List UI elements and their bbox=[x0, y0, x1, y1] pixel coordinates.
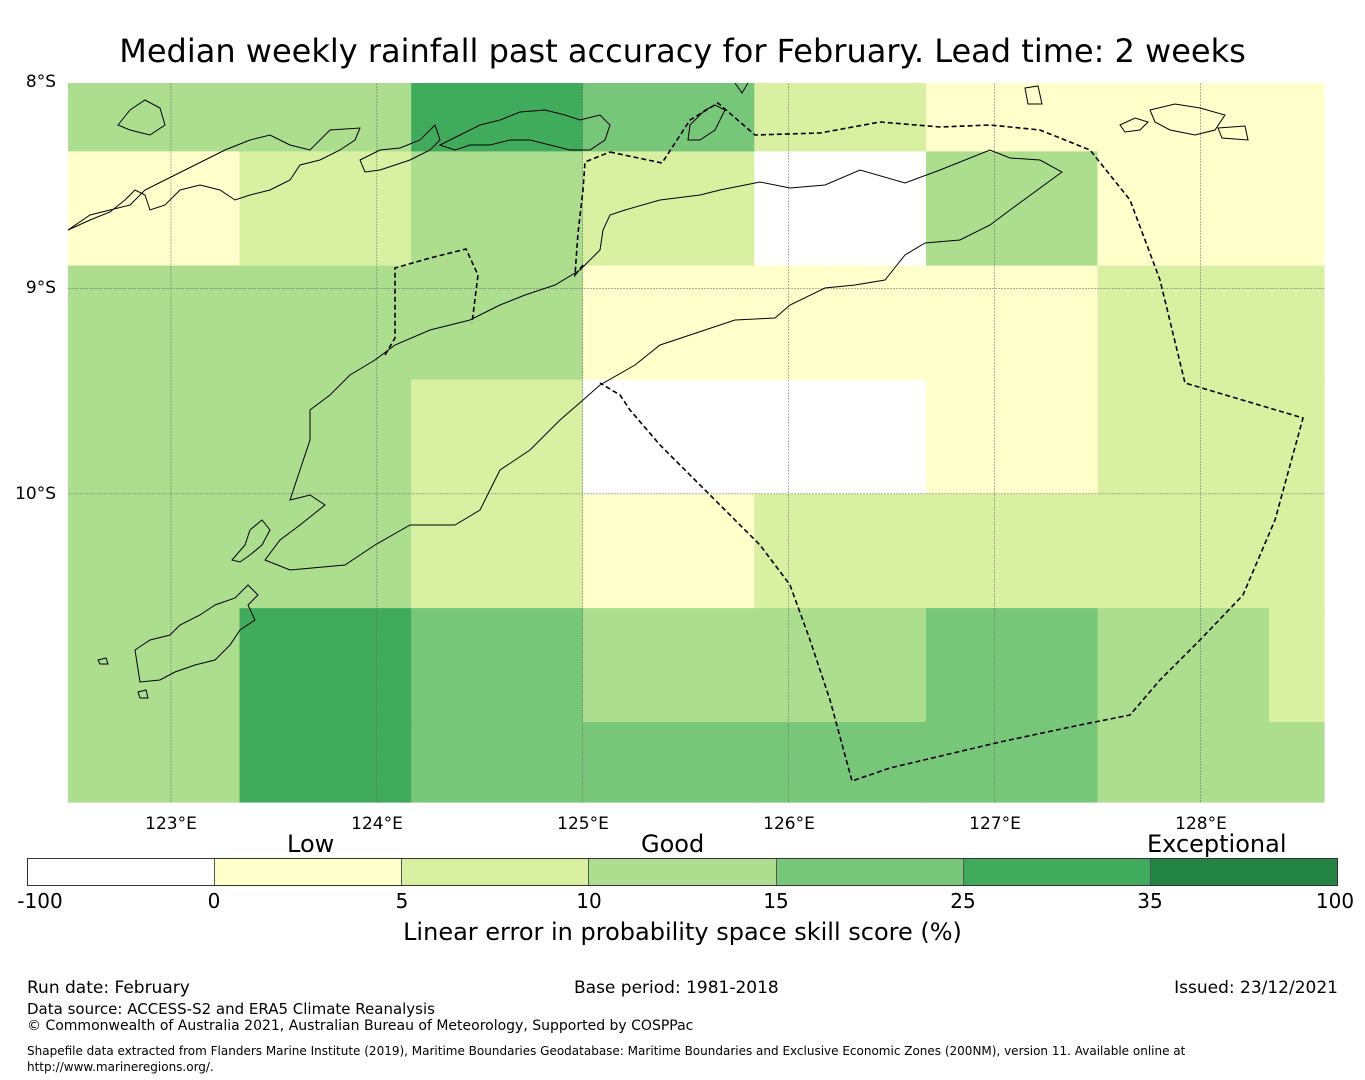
skill-cell bbox=[1269, 608, 1325, 723]
lon-label-127e: 127°E bbox=[969, 814, 1021, 834]
skill-cell bbox=[239, 151, 412, 267]
skill-cell bbox=[1097, 722, 1270, 803]
skill-cell bbox=[411, 608, 584, 723]
colorbar-segment bbox=[963, 859, 1151, 885]
skill-cell bbox=[411, 151, 584, 267]
skill-cell bbox=[754, 493, 927, 609]
lat-label-8s: 8°S bbox=[25, 72, 56, 92]
tick-label: 0 bbox=[207, 889, 221, 913]
skill-cell bbox=[926, 722, 1099, 803]
skill-cell bbox=[68, 493, 241, 609]
colorbar-segment bbox=[1150, 859, 1337, 885]
skill-cell bbox=[411, 379, 584, 495]
chart-title: Median weekly rainfall past accuracy for… bbox=[119, 32, 1246, 70]
skill-cell bbox=[1269, 722, 1325, 803]
category-exceptional: Exceptional bbox=[1147, 830, 1287, 858]
skill-cell bbox=[1097, 608, 1270, 723]
skill-cell bbox=[582, 608, 755, 723]
lon-label-128e: 128°E bbox=[1175, 814, 1227, 834]
timor-coastline bbox=[264, 149, 1063, 571]
skill-cell bbox=[926, 83, 1099, 152]
skill-cell bbox=[68, 379, 241, 495]
skill-cell bbox=[582, 722, 755, 803]
skill-cell bbox=[754, 265, 927, 381]
skill-cell bbox=[411, 265, 584, 381]
colorbar-segment bbox=[28, 859, 216, 885]
tick-label: 15 bbox=[763, 889, 789, 913]
northern-islands-coastline bbox=[67, 82, 1249, 231]
eez-boundary bbox=[384, 102, 1304, 783]
skill-cell bbox=[754, 83, 927, 152]
skill-cell bbox=[411, 83, 584, 152]
skill-cell bbox=[1097, 493, 1270, 609]
skill-cell bbox=[239, 722, 412, 803]
colorbar-segment bbox=[776, 859, 964, 885]
skill-grid bbox=[68, 83, 1325, 803]
skill-cell bbox=[239, 265, 412, 381]
skill-cell bbox=[239, 83, 412, 152]
colorbar-segment bbox=[589, 859, 777, 885]
skill-cell bbox=[1097, 379, 1270, 495]
colorbar bbox=[27, 858, 1338, 886]
base-period: Base period: 1981-2018 bbox=[574, 978, 779, 998]
skill-cell bbox=[582, 151, 755, 267]
lon-label-123e: 123°E bbox=[145, 814, 197, 834]
colorbar-segment bbox=[402, 859, 590, 885]
data-source: Data source: ACCESS-S2 and ERA5 Climate … bbox=[27, 1000, 435, 1018]
skill-cell bbox=[239, 493, 412, 609]
skill-cell bbox=[68, 83, 241, 152]
lon-label-124e: 124°E bbox=[351, 814, 403, 834]
copyright: © Commonwealth of Australia 2021, Austra… bbox=[27, 1018, 694, 1034]
skill-cell bbox=[754, 151, 927, 267]
graticule bbox=[68, 83, 1324, 802]
skill-cell bbox=[411, 493, 584, 609]
lat-label-9s: 9°S bbox=[25, 278, 56, 298]
skill-cell bbox=[1269, 151, 1325, 267]
skill-cell bbox=[926, 493, 1099, 609]
skill-cell bbox=[926, 265, 1099, 381]
skill-cell bbox=[582, 265, 755, 381]
tick-label: 5 bbox=[395, 889, 409, 913]
skill-cell bbox=[1269, 379, 1325, 495]
skill-cell bbox=[1097, 83, 1270, 152]
colorbar-segment bbox=[215, 859, 403, 885]
skill-cell bbox=[754, 608, 927, 723]
issued-date: Issued: 23/12/2021 bbox=[1174, 978, 1338, 998]
lat-label-10s: 10°S bbox=[15, 484, 56, 504]
skill-cell bbox=[754, 722, 927, 803]
category-good: Good bbox=[641, 830, 705, 858]
lon-label-125e: 125°E bbox=[557, 814, 609, 834]
skill-cell bbox=[1097, 151, 1270, 267]
skill-cell bbox=[1269, 265, 1325, 381]
skill-cell bbox=[239, 608, 412, 723]
tick-label: 100 bbox=[1315, 889, 1355, 913]
run-date: Run date: February bbox=[27, 978, 190, 998]
category-low: Low bbox=[287, 830, 335, 858]
skill-cell bbox=[68, 608, 241, 723]
skill-cell bbox=[926, 608, 1099, 723]
skill-cell bbox=[411, 722, 584, 803]
tick-label: 35 bbox=[1137, 889, 1163, 913]
tick-label: 25 bbox=[950, 889, 976, 913]
skill-cell bbox=[582, 379, 755, 495]
tick-label: 10 bbox=[576, 889, 602, 913]
skill-cell bbox=[1097, 265, 1270, 381]
skill-cell bbox=[1269, 493, 1325, 609]
shapefile-note: Shapefile data extracted from Flanders M… bbox=[27, 1044, 1186, 1074]
rote-island-coastline bbox=[97, 519, 271, 699]
skill-cell bbox=[68, 265, 241, 381]
colorbar-label: Linear error in probability space skill … bbox=[403, 918, 962, 946]
skill-cell bbox=[1269, 83, 1325, 152]
lon-label-126e: 126°E bbox=[763, 814, 815, 834]
skill-cell bbox=[582, 83, 755, 152]
skill-cell bbox=[754, 379, 927, 495]
skill-cell bbox=[926, 379, 1099, 495]
skill-cell bbox=[239, 379, 412, 495]
tick-label: -100 bbox=[17, 889, 63, 913]
skill-cell bbox=[582, 493, 755, 609]
skill-cell bbox=[68, 722, 241, 803]
